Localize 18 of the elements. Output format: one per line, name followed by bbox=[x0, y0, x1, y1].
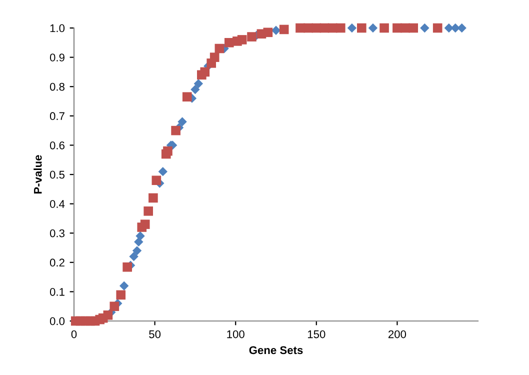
y-tick-label: 0.3 bbox=[50, 229, 64, 238]
y-tick-label: 0.1 bbox=[50, 288, 64, 296]
y-tick-label: 0.8 bbox=[50, 82, 64, 91]
y-tick-label: 0.6 bbox=[50, 141, 64, 150]
x-tick-label: 150 bbox=[308, 330, 326, 338]
y-tick-label: 0.2 bbox=[50, 258, 64, 267]
y-tick-label: 0.5 bbox=[50, 170, 65, 179]
y-tick-label: 0.7 bbox=[50, 112, 64, 120]
y-tick-label: 1.0 bbox=[50, 24, 65, 32]
x-tick-label: 100 bbox=[227, 330, 244, 338]
x-tick-label: 50 bbox=[149, 330, 161, 338]
x-axis-title: Gene Sets bbox=[249, 346, 303, 354]
y-tick-label: 0.4 bbox=[50, 200, 65, 208]
x-tick-label: 0 bbox=[71, 330, 77, 338]
y-tick-label: 0.0 bbox=[50, 317, 65, 326]
y-axis-title: P-value bbox=[34, 155, 42, 194]
y-tick-label: 0.9 bbox=[50, 54, 64, 62]
x-tick-label: 200 bbox=[388, 330, 406, 338]
